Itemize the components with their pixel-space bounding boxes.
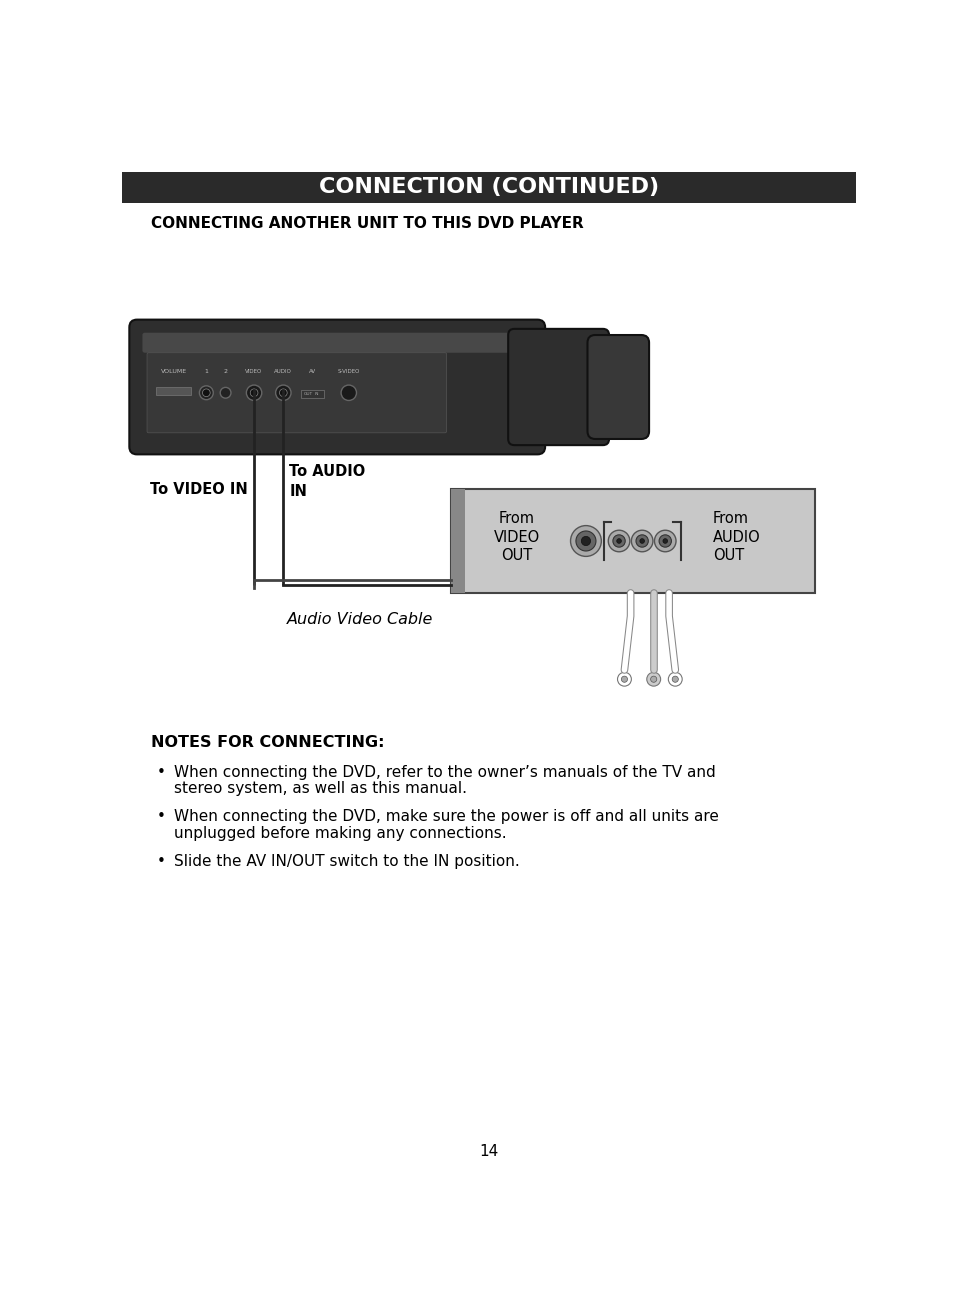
Circle shape xyxy=(250,390,257,396)
FancyBboxPatch shape xyxy=(508,329,608,445)
Text: 2: 2 xyxy=(223,370,228,375)
Circle shape xyxy=(279,390,287,396)
Text: To VIDEO IN: To VIDEO IN xyxy=(150,482,248,496)
Circle shape xyxy=(246,386,261,400)
FancyBboxPatch shape xyxy=(130,320,544,454)
Text: VOLUME: VOLUME xyxy=(161,370,187,375)
FancyBboxPatch shape xyxy=(142,333,532,353)
Circle shape xyxy=(672,676,678,682)
Circle shape xyxy=(199,386,213,400)
Text: •: • xyxy=(157,809,166,824)
Text: S-VIDEO: S-VIDEO xyxy=(337,370,359,375)
Circle shape xyxy=(608,530,629,551)
Bar xyxy=(122,172,856,203)
Circle shape xyxy=(654,530,676,551)
Text: Audio Video Cable: Audio Video Cable xyxy=(287,612,433,628)
Circle shape xyxy=(646,672,659,686)
FancyBboxPatch shape xyxy=(451,490,464,594)
Circle shape xyxy=(659,534,671,547)
FancyBboxPatch shape xyxy=(147,353,446,433)
Text: stereo system, as well as this manual.: stereo system, as well as this manual. xyxy=(173,780,467,796)
Circle shape xyxy=(616,538,620,544)
Text: VIDEO: VIDEO xyxy=(245,370,262,375)
FancyBboxPatch shape xyxy=(301,391,324,399)
Circle shape xyxy=(570,525,600,557)
Text: CONNECTION (CONTINUED): CONNECTION (CONTINUED) xyxy=(318,178,659,197)
Circle shape xyxy=(341,386,356,400)
FancyBboxPatch shape xyxy=(451,490,814,594)
Text: From
AUDIO
OUT: From AUDIO OUT xyxy=(712,511,760,563)
Circle shape xyxy=(620,676,627,682)
Text: To AUDIO
IN: To AUDIO IN xyxy=(289,465,365,499)
Text: From
VIDEO
OUT: From VIDEO OUT xyxy=(493,511,539,563)
Text: When connecting the DVD, make sure the power is off and all units are: When connecting the DVD, make sure the p… xyxy=(173,809,719,824)
FancyBboxPatch shape xyxy=(156,387,191,395)
Text: CONNECTING ANOTHER UNIT TO THIS DVD PLAYER: CONNECTING ANOTHER UNIT TO THIS DVD PLAY… xyxy=(151,216,583,230)
Circle shape xyxy=(580,537,590,546)
Text: IN: IN xyxy=(314,392,319,396)
Text: NOTES FOR CONNECTING:: NOTES FOR CONNECTING: xyxy=(151,736,384,750)
Circle shape xyxy=(617,672,631,686)
Circle shape xyxy=(639,538,644,544)
Circle shape xyxy=(612,534,624,547)
Text: unplugged before making any connections.: unplugged before making any connections. xyxy=(173,825,506,841)
Circle shape xyxy=(220,387,231,399)
Circle shape xyxy=(636,534,648,547)
Circle shape xyxy=(650,676,656,682)
Text: 14: 14 xyxy=(478,1144,498,1158)
Text: •: • xyxy=(157,854,166,869)
Circle shape xyxy=(576,530,596,551)
FancyBboxPatch shape xyxy=(587,336,648,440)
Text: AV: AV xyxy=(309,370,315,375)
Circle shape xyxy=(275,386,291,400)
Text: 1: 1 xyxy=(204,370,208,375)
Circle shape xyxy=(662,538,667,544)
Text: AUDIO: AUDIO xyxy=(274,370,292,375)
Text: Slide the AV IN/OUT switch to the IN position.: Slide the AV IN/OUT switch to the IN pos… xyxy=(173,854,519,869)
Circle shape xyxy=(668,672,681,686)
Text: •: • xyxy=(157,765,166,779)
Text: OUT: OUT xyxy=(303,392,313,396)
Circle shape xyxy=(631,530,652,551)
Text: When connecting the DVD, refer to the owner’s manuals of the TV and: When connecting the DVD, refer to the ow… xyxy=(173,765,715,779)
Circle shape xyxy=(202,390,210,396)
